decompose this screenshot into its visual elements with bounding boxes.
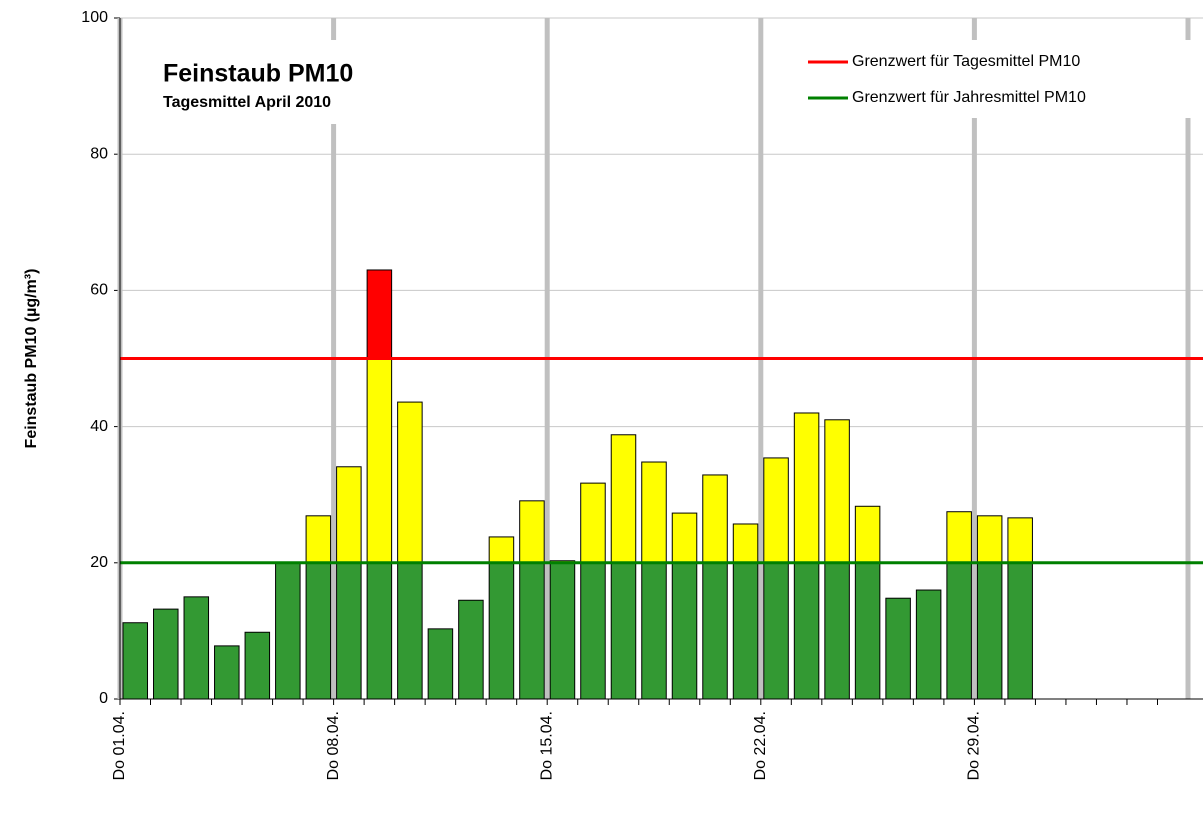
title-box [150,40,420,124]
y-tick-label: 0 [99,690,108,707]
x-tick-label: Do 15.04. [538,711,555,780]
bar-segment [671,512,698,564]
bar-segment [946,562,972,700]
bar-segment [488,562,515,700]
x-tick-label: Do 08.04. [325,711,342,780]
x-tick-label: Do 01.04. [111,711,128,780]
bar-segment [305,562,332,700]
bar-segment [580,562,606,700]
bar-segment [915,589,942,700]
bar-segment [732,562,759,700]
bar-segment [366,269,393,359]
bar-segment [824,562,850,700]
y-tick-label: 20 [90,554,108,571]
legend-box [800,40,1200,118]
bar-segment [702,562,728,700]
bar-segment [336,562,362,700]
bar-segment [732,523,759,564]
chart-subtitle: Tagesmittel April 2010 [163,94,331,111]
bar-segment [305,515,332,564]
bar-segment [671,562,698,700]
chart-title: Feinstaub PM10 [163,60,353,88]
bar-segment [610,562,637,700]
bar-segment [763,562,789,700]
bar-segment [244,631,271,700]
legend-label: Grenzwert für Tagesmittel PM10 [852,53,1080,70]
bar-segment [275,562,301,700]
bar-segment [366,562,393,700]
y-axis-label: Feinstaub PM10 (µg/m³) [23,269,40,449]
bar-segment [641,562,667,700]
bar-segment [610,434,637,564]
bar-segment [946,511,972,564]
bar-segment [976,515,1003,564]
bar-segment [366,358,393,564]
bar-segment [214,645,240,700]
bar-segment [488,536,515,564]
bar-segment [519,562,545,700]
bar-segment [1007,562,1033,700]
bar-segment [793,562,820,700]
bar-segment [824,419,850,564]
bar-segment [397,562,423,700]
bar-segment [183,596,210,700]
bar-segment [641,461,667,564]
bar-segment [1007,517,1033,564]
y-tick-label: 100 [81,9,108,26]
y-tick-label: 40 [90,418,108,435]
bar-segment [580,482,606,564]
bar-segment [336,466,362,564]
bar-segment [793,412,820,564]
bar-segment [458,599,484,700]
bar-segment [885,597,911,700]
y-tick-label: 80 [90,145,108,162]
bar-segment [122,622,149,700]
bar-segment [427,628,454,700]
bar-segment [854,505,881,564]
bar-segment [397,401,423,564]
bar-segment [153,608,179,700]
x-tick-label: Do 22.04. [752,711,769,780]
bar-segment [702,474,728,564]
y-tick-label: 60 [90,282,108,299]
bar-segment [854,562,881,700]
bar-segment [519,500,545,564]
bar-segment [763,457,789,564]
legend-label: Grenzwert für Jahresmittel PM10 [852,89,1086,106]
bar-segment [976,562,1003,700]
bar-segment [549,562,576,700]
x-tick-label: Do 29.04. [966,711,983,780]
